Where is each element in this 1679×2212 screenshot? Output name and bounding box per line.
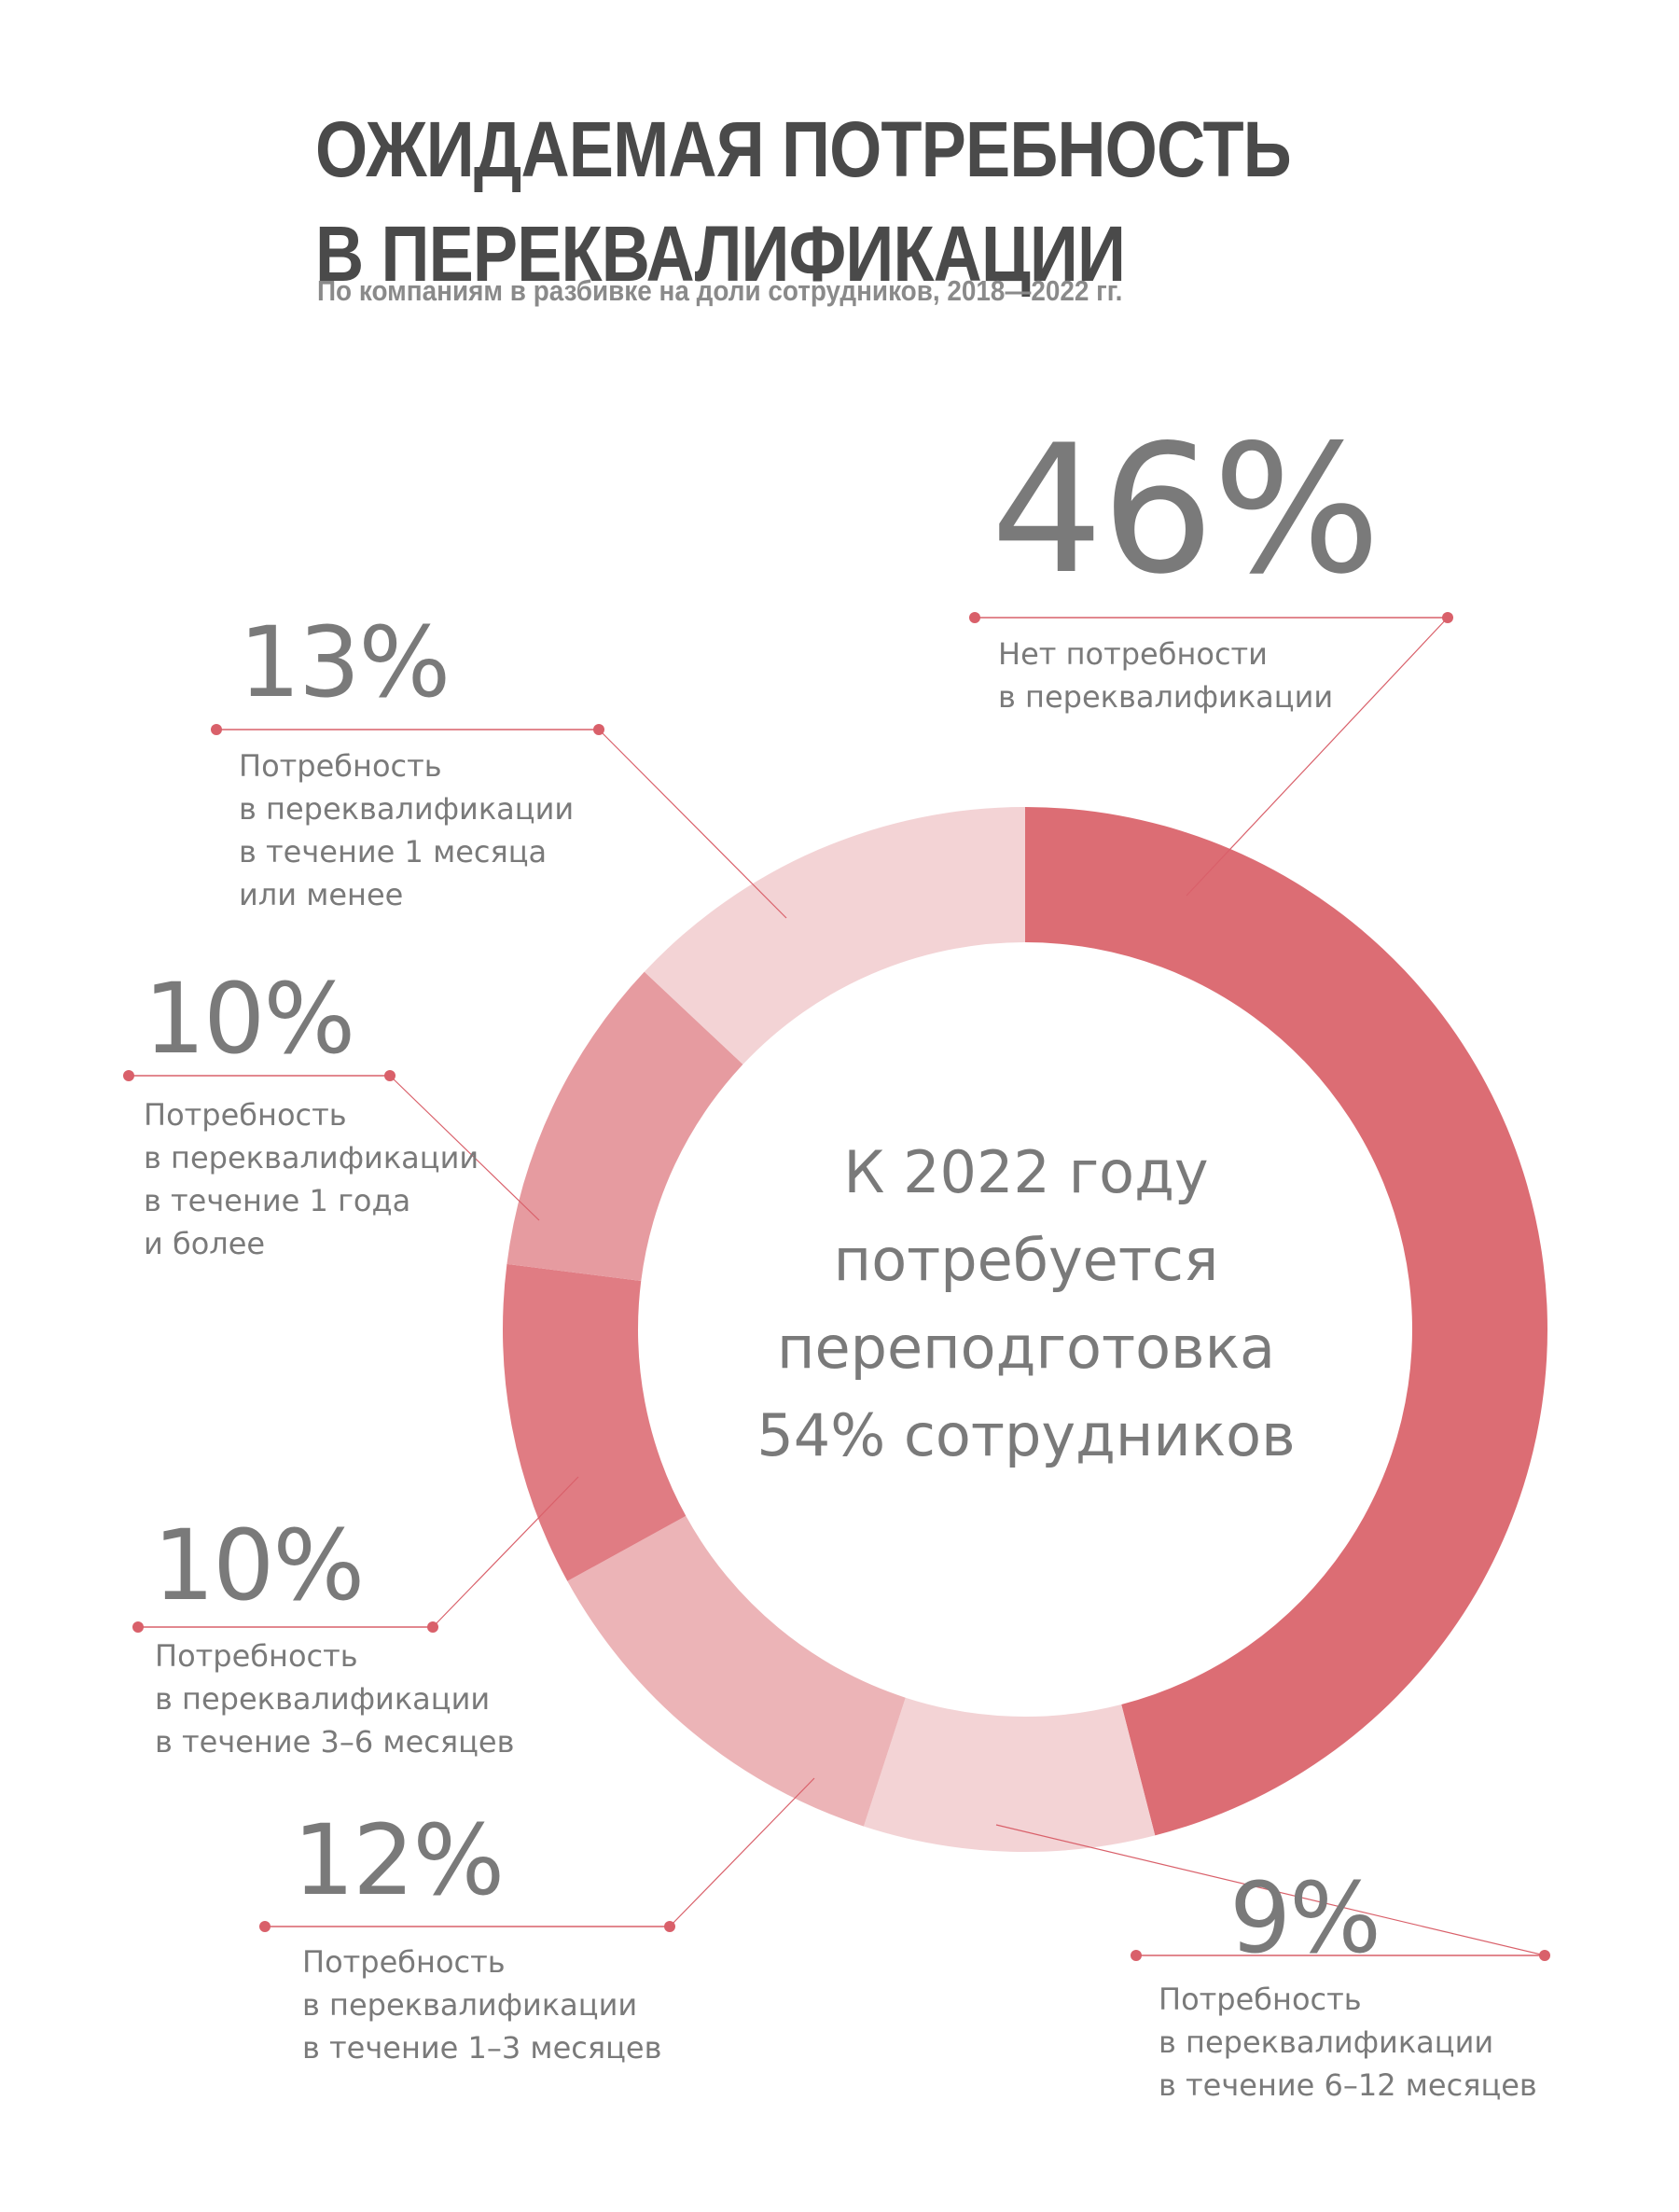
donut-slice	[1025, 807, 1547, 1836]
leader-line	[1186, 617, 1449, 897]
leader-dot	[1539, 1950, 1550, 1961]
leader-dot	[969, 612, 980, 623]
label-desc-no-need: Нет потребности в переквалификации	[998, 636, 1334, 715]
leader-line	[669, 1777, 815, 1927]
center-line-2: потребуется	[833, 1226, 1219, 1294]
donut-slice	[567, 1515, 906, 1827]
leader-dot	[211, 724, 222, 735]
center-annotation: К 2022 году потребуется переподготовка 5…	[653, 1129, 1399, 1480]
leader-line	[432, 1476, 579, 1628]
leader-lines	[123, 612, 1550, 1961]
chart-subtitle: По компаниям в разбивке на доли сотрудни…	[317, 274, 1123, 307]
leader-line	[995, 1824, 1546, 1956]
title-line-2: В ПЕРЕКВАЛИФИКАЦИИ	[315, 210, 1126, 298]
label-pct-1-year: 10%	[144, 962, 355, 1076]
label-desc-6-12-months: Потребность в переквалификации в течение…	[1159, 1982, 1537, 2103]
leader-dot	[1131, 1950, 1142, 1961]
leader-dot	[1442, 612, 1453, 623]
leader-dot	[259, 1921, 271, 1932]
leader-line	[598, 729, 787, 919]
leader-dot	[427, 1621, 438, 1633]
donut-slice	[503, 1263, 687, 1581]
donut-slice	[644, 807, 1025, 1064]
donut-slice	[506, 971, 743, 1281]
label-desc-1-year: Потребность в переквалификации в течение…	[144, 1097, 479, 1261]
label-pct-1-3-months: 12%	[293, 1803, 505, 1917]
label-pct-no-need: 46%	[991, 407, 1381, 613]
center-line-1: К 2022 году	[843, 1138, 1209, 1206]
donut-slices	[503, 807, 1547, 1852]
label-desc-3-6-months: Потребность в переквалификации в течение…	[155, 1638, 515, 1760]
center-line-4: 54% сотрудников	[756, 1401, 1296, 1469]
label-pct-1-month: 13%	[239, 605, 451, 719]
chart-title: ОЖИДАЕМАЯ ПОТРЕБНОСТЬ В ПЕРЕКВАЛИФИКАЦИИ	[315, 97, 1292, 306]
leader-dot	[132, 1621, 144, 1633]
label-pct-6-12-months: 9%	[1229, 1861, 1381, 1975]
label-desc-1-3-months: Потребность в переквалификации в течение…	[302, 1944, 662, 2066]
title-line-1: ОЖИДАЕМАЯ ПОТРЕБНОСТЬ	[315, 105, 1292, 193]
leader-line	[389, 1075, 540, 1221]
leader-dot	[664, 1921, 675, 1932]
label-desc-1-month: Потребность в переквалификации в течение…	[239, 748, 575, 912]
donut-slice	[863, 1697, 1156, 1852]
leader-dot	[123, 1070, 134, 1081]
leader-dot	[593, 724, 604, 735]
center-line-3: переподготовка	[776, 1314, 1276, 1382]
label-pct-3-6-months: 10%	[153, 1509, 365, 1622]
leader-dot	[384, 1070, 395, 1081]
